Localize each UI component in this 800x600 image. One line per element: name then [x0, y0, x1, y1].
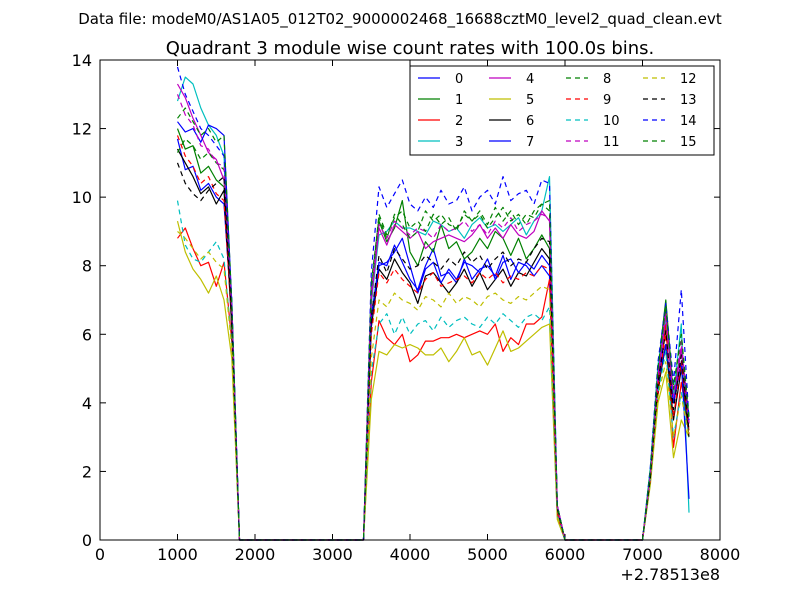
- x-tick-label: 8000: [700, 545, 741, 564]
- legend-label-3: 3: [455, 135, 463, 150]
- legend-label-11: 11: [603, 135, 620, 150]
- x-tick-label: 2000: [235, 545, 276, 564]
- chart-title: Quadrant 3 module wise count rates with …: [166, 38, 655, 59]
- x-tick-label: 3000: [312, 545, 353, 564]
- legend-label-9: 9: [603, 93, 611, 108]
- x-tick-label: 1000: [157, 545, 198, 564]
- legend-label-0: 0: [455, 72, 463, 87]
- y-tick-label: 6: [82, 325, 92, 344]
- y-tick-label: 2: [82, 462, 92, 481]
- x-tick-label: 4000: [390, 545, 431, 564]
- legend-label-5: 5: [526, 93, 534, 108]
- legend-label-12: 12: [680, 72, 697, 87]
- x-tick-label: 7000: [622, 545, 663, 564]
- y-tick-label: 14: [72, 51, 92, 70]
- figure-suptitle: Data file: modeM0/AS1A05_012T02_90000024…: [78, 10, 722, 29]
- legend-label-15: 15: [680, 135, 697, 150]
- legend-label-14: 14: [680, 114, 697, 129]
- legend-label-1: 1: [455, 93, 463, 108]
- y-tick-label: 8: [82, 257, 92, 276]
- x-tick-label: 6000: [545, 545, 586, 564]
- y-tick-label: 0: [82, 531, 92, 550]
- x-axis: 0 1000 2000 3000 4000 5000 6000 7000 8000: [95, 60, 740, 564]
- plot-frame: [99, 59, 721, 541]
- series-line-14: [176, 66, 690, 541]
- legend-label-10: 10: [603, 114, 620, 129]
- legend-label-6: 6: [526, 114, 534, 129]
- x-tick-label: 5000: [467, 545, 508, 564]
- y-tick-label: 12: [72, 120, 92, 139]
- legend-label-8: 8: [603, 72, 611, 87]
- legend-label-4: 4: [526, 72, 534, 87]
- x-tick-label: 0: [95, 545, 105, 564]
- legend-label-2: 2: [455, 114, 463, 129]
- x-offset-label: +2.78513e8: [620, 565, 720, 584]
- legend-label-13: 13: [680, 93, 697, 108]
- y-tick-label: 4: [82, 394, 92, 413]
- legend-label-7: 7: [526, 135, 534, 150]
- y-tick-label: 10: [72, 188, 92, 207]
- legend-box: [409, 65, 715, 156]
